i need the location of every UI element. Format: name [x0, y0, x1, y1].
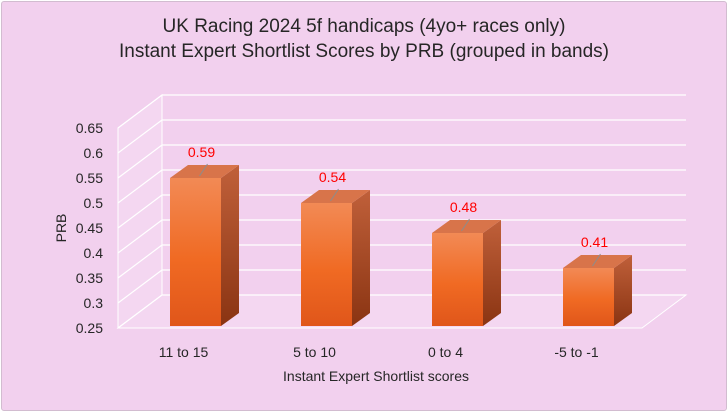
- gridlines: [117, 94, 686, 329]
- data-label: 0.41: [581, 234, 608, 250]
- leader-line: [461, 218, 470, 232]
- y-tick-label: 0.55: [76, 170, 103, 186]
- bar-side: [483, 220, 501, 326]
- y-tick-label: 0.5: [84, 195, 104, 211]
- x-tick-label: -5 to -1: [554, 344, 599, 360]
- bar-top: [563, 255, 632, 268]
- data-label: 0.59: [188, 144, 215, 160]
- bar-top: [432, 220, 501, 233]
- gridline: [117, 194, 686, 229]
- y-tick-label: 0.6: [84, 145, 104, 161]
- data-label: 0.48: [450, 199, 477, 215]
- bar: 0.41: [563, 234, 632, 326]
- chart-title-line-2: Instant Expert Shortlist Scores by PRB (…: [118, 41, 610, 62]
- leader-line: [330, 188, 339, 202]
- y-axis-label: PRB: [53, 214, 69, 243]
- leader-line: [592, 253, 601, 267]
- chart-title: UK Racing 2024 5f handicaps (4yo+ races …: [0, 14, 728, 64]
- x-axis-label: Instant Expert Shortlist scores: [283, 368, 469, 384]
- gridline: [117, 244, 686, 279]
- bar-top: [170, 165, 239, 178]
- gridline: [117, 294, 686, 329]
- y-tick-label: 0.3: [84, 295, 104, 311]
- x-tick-label: 0 to 4: [428, 344, 463, 360]
- bar-side: [221, 165, 239, 326]
- chart-title-line-1: UK Racing 2024 5f handicaps (4yo+ races …: [162, 16, 566, 37]
- data-label: 0.54: [319, 169, 346, 185]
- y-tick-label: 0.45: [76, 220, 103, 236]
- bar-top: [301, 190, 370, 203]
- bar: 0.59: [170, 144, 239, 326]
- gridline: [117, 169, 686, 204]
- bar-front: [170, 178, 221, 326]
- y-tick-label: 0.25: [76, 320, 103, 336]
- bar-front: [563, 268, 614, 326]
- gridline: [117, 119, 686, 154]
- bar-side: [352, 190, 370, 326]
- bars: 0.59 0.54 0.48 0.41: [170, 144, 632, 326]
- bar: 0.48: [432, 199, 501, 326]
- gridline: [117, 269, 686, 304]
- bar-front: [432, 233, 483, 326]
- bar: 0.54: [301, 169, 370, 326]
- bar-front: [301, 203, 352, 326]
- y-tick-label: 0.35: [76, 270, 103, 286]
- gridline: [117, 144, 686, 179]
- gridline: [117, 94, 686, 129]
- y-tick-label: 0.65: [76, 120, 103, 136]
- leader-line: [199, 163, 208, 177]
- y-tick-label: 0.4: [84, 245, 104, 261]
- x-tick-label: 5 to 10: [293, 344, 336, 360]
- x-axis-ticks: 11 to 15 5 to 10 0 to 4 -5 to -1: [159, 344, 599, 360]
- gridline: [117, 219, 686, 254]
- bar-side: [614, 255, 632, 326]
- x-tick-label: 11 to 15: [159, 344, 209, 360]
- y-axis-ticks: 0.25 0.3 0.35 0.4 0.45 0.5 0.55 0.6 0.65: [76, 120, 103, 336]
